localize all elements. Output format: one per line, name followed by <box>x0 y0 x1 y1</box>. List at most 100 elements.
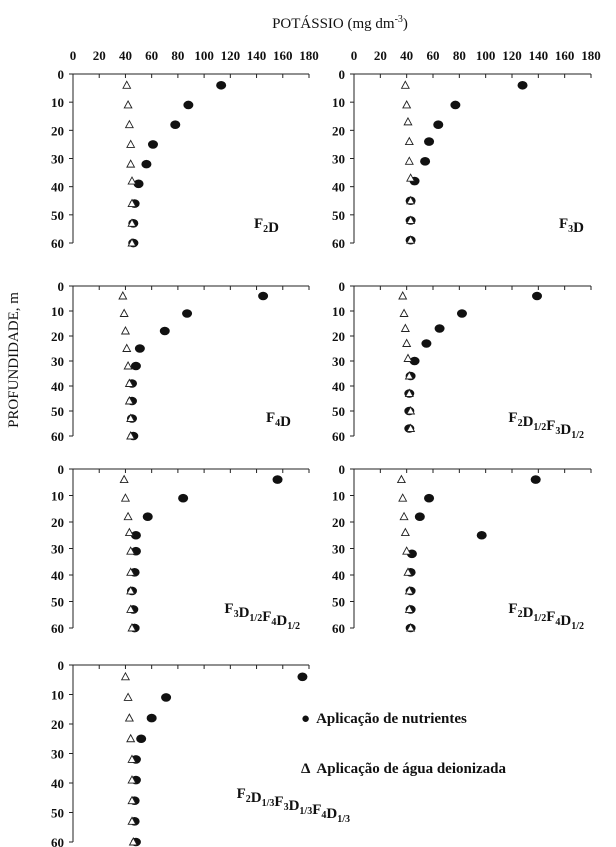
nutrient-point <box>424 493 435 503</box>
water-point <box>126 604 136 613</box>
water-point <box>123 692 133 701</box>
nutrient-point <box>159 326 170 336</box>
nutrient-point <box>456 309 467 318</box>
panel-label: F2D1/2F4D1/2 <box>508 601 584 632</box>
water-point <box>128 837 138 846</box>
y-tick-label: 30 <box>332 542 345 557</box>
water-point <box>396 474 406 484</box>
y-tick-label: 0 <box>339 67 346 82</box>
y-tick-label: 30 <box>51 152 64 167</box>
y-tick-label: 10 <box>51 304 64 319</box>
y-tick-label: 50 <box>332 595 345 610</box>
water-point <box>126 585 136 595</box>
y-tick-label: 10 <box>332 304 345 319</box>
y-tick-label: 30 <box>51 354 64 369</box>
water-point <box>403 116 413 126</box>
nutrient-point <box>141 159 152 169</box>
y-tick-label: 10 <box>51 95 64 110</box>
water-point <box>127 795 137 805</box>
legend-nutrients-label: Aplicação de nutrientes <box>316 711 467 727</box>
x-tick-label: 20 <box>93 48 106 63</box>
y-tick-label: 50 <box>51 806 64 821</box>
y-tick-label: 20 <box>51 329 64 344</box>
x-tick-label: 100 <box>476 48 496 63</box>
y-tick-label: 20 <box>51 123 64 138</box>
y-tick-label: 40 <box>332 568 345 583</box>
water-point <box>126 431 136 440</box>
x-tick-label: 120 <box>221 48 241 63</box>
water-point <box>402 100 412 109</box>
y-tick-label: 60 <box>51 621 64 636</box>
y-tick-label: 10 <box>332 489 345 504</box>
water-point <box>406 235 416 244</box>
y-tick-label: 40 <box>51 180 64 195</box>
panel-1: 0 20 40 60 80 100 120 140 160 180 0 10 20 30 40 50 60 F2D <box>51 48 319 251</box>
y-tick-label: 30 <box>51 542 64 557</box>
nutrient-point <box>183 100 194 110</box>
water-point <box>399 511 409 521</box>
water-point <box>118 291 128 300</box>
water-point <box>400 80 410 89</box>
x-tick-label: 80 <box>453 48 466 63</box>
nutrient-point <box>450 100 461 110</box>
nutrient-point <box>421 339 432 348</box>
nutrient-point <box>434 324 445 333</box>
nutrient-point <box>130 530 141 540</box>
y-tick-label: 0 <box>58 67 65 82</box>
x-tick-label: 100 <box>194 48 214 63</box>
water-point <box>126 413 136 422</box>
water-point <box>124 119 134 129</box>
nutrient-point <box>532 291 543 301</box>
panel-label: F2D1/3F3D1/3F4D1/3 <box>237 786 350 825</box>
water-point <box>403 353 413 362</box>
nutrient-point <box>147 140 158 149</box>
water-point <box>123 361 133 370</box>
water-point <box>404 136 414 146</box>
y-tick-label: 60 <box>51 429 64 444</box>
x-tick-label: 20 <box>374 48 387 63</box>
legend: ● Aplicação de nutrientes Δ Aplicação de á… <box>301 711 507 777</box>
water-point <box>119 308 129 317</box>
y-tick-label: 40 <box>51 776 64 791</box>
y-tick-label: 60 <box>51 835 64 847</box>
panel-2: 0 20 40 60 80 100 120 140 160 180 0 10 20 30 40 50 60 F3D <box>332 48 601 251</box>
y-tick-label: 0 <box>339 279 346 294</box>
y-tick-label: 40 <box>51 379 64 394</box>
y-tick-label: 20 <box>332 515 345 530</box>
x-tick-label: 180 <box>299 48 319 63</box>
water-point <box>124 527 134 537</box>
water-point <box>398 493 408 502</box>
y-tick-label: 60 <box>332 236 345 251</box>
nutrient-point <box>272 475 283 484</box>
water-point <box>406 215 416 224</box>
water-point <box>126 546 136 555</box>
x-tick-label: 180 <box>581 48 601 63</box>
water-point <box>123 100 133 109</box>
y-tick-label: 30 <box>51 747 64 762</box>
figure-title: POTÁSSIO (mg dm-3) <box>272 14 408 32</box>
water-point <box>127 198 137 208</box>
water-point <box>120 671 131 681</box>
water-point <box>406 423 416 432</box>
y-tick-label: 50 <box>51 595 64 610</box>
y-tick-label: 20 <box>51 515 64 530</box>
water-point <box>127 816 137 825</box>
nutrient-point <box>414 512 425 521</box>
panels: 0 20 40 60 80 100 120 140 160 1800102030405060F2D… <box>51 48 601 847</box>
water-point <box>402 338 412 347</box>
nutrient-point <box>182 309 193 318</box>
y-tick-label: 60 <box>51 236 64 251</box>
panel-label: F3D <box>559 216 584 236</box>
water-point <box>126 733 136 743</box>
water-point <box>402 546 412 555</box>
x-tick-label: 160 <box>555 48 575 63</box>
y-axis-label: PROFUNDIDADE, m <box>6 292 22 428</box>
nutrient-point <box>433 120 444 129</box>
x-tick-label: 0 <box>351 48 358 63</box>
panel-label: F2D <box>254 216 279 236</box>
water-point <box>127 218 137 227</box>
water-point <box>124 713 134 722</box>
water-point <box>404 585 414 595</box>
panel-4: 0 10 20 30 40 50 60 F2D1/2F3D1/2 <box>332 279 592 444</box>
